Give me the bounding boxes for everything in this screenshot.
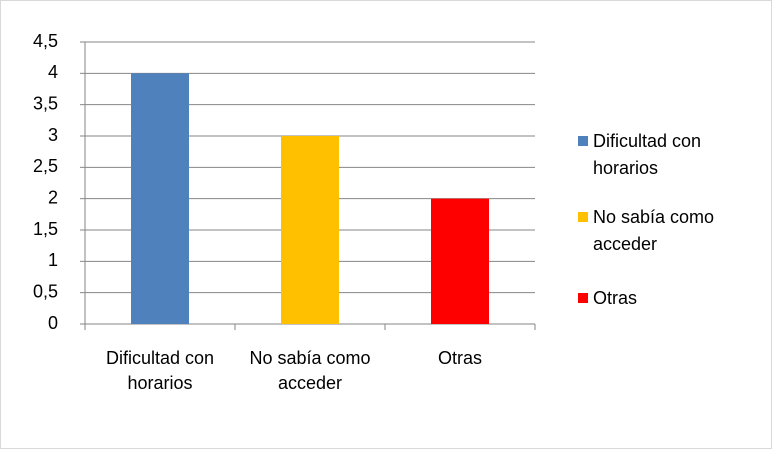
y-tick-label: 2 bbox=[48, 187, 58, 207]
bar bbox=[431, 198, 489, 324]
bar bbox=[131, 73, 189, 324]
x-tick-label: No sabía como acceder bbox=[249, 348, 371, 393]
y-tick-label: 3 bbox=[48, 125, 58, 145]
bar bbox=[281, 136, 339, 324]
x-tick-label: Dificultad con horarios bbox=[105, 348, 215, 393]
y-tick-label: 0 bbox=[48, 313, 58, 333]
legend-label: Otras bbox=[593, 288, 638, 308]
legend-label: No sabía como acceder bbox=[593, 207, 715, 254]
y-tick-label: 1 bbox=[48, 250, 58, 270]
legend-swatch bbox=[578, 212, 588, 222]
y-tick-label: 1,5 bbox=[33, 219, 58, 239]
y-tick-label: 3,5 bbox=[33, 93, 58, 113]
y-tick-label: 4,5 bbox=[33, 31, 58, 51]
y-tick-label: 0,5 bbox=[33, 281, 58, 301]
y-tick-label: 4 bbox=[48, 62, 58, 82]
y-tick-label: 2,5 bbox=[33, 156, 58, 176]
x-tick-label: Otras bbox=[437, 348, 482, 368]
legend-swatch bbox=[578, 136, 588, 146]
legend-swatch bbox=[578, 293, 588, 303]
legend-label: Dificultad con horarios bbox=[593, 131, 702, 178]
